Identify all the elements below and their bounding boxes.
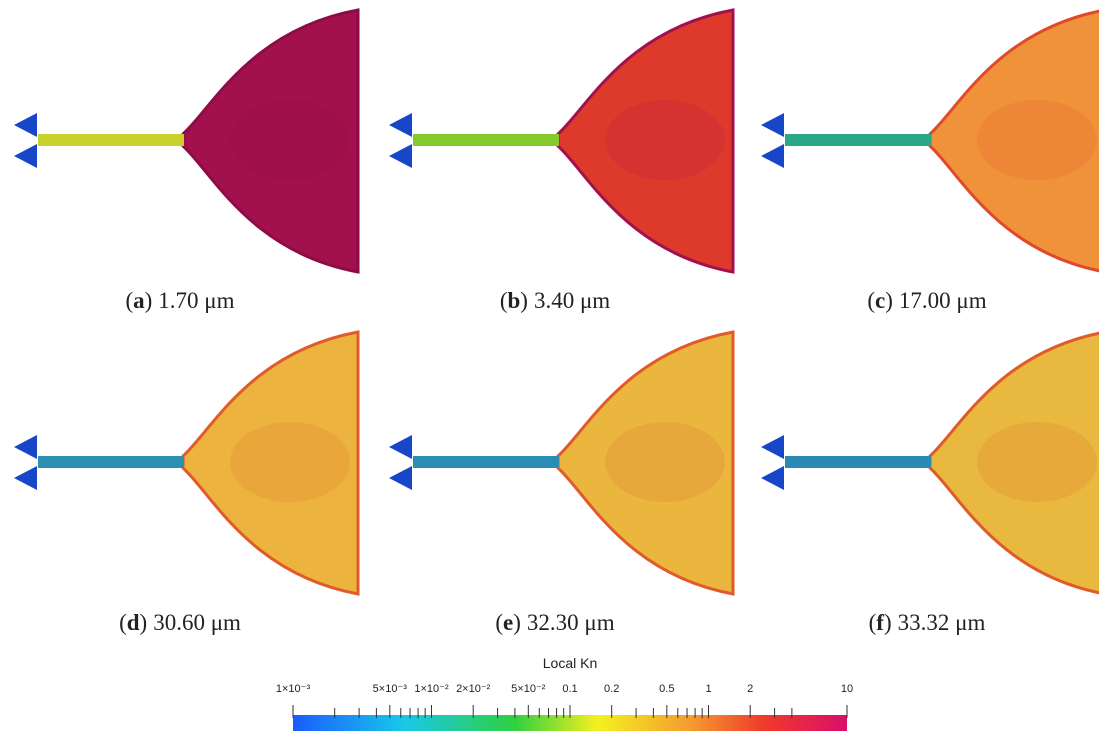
caption-part: 3.40 μm <box>534 288 610 313</box>
caption-part: d <box>127 610 140 635</box>
channel <box>38 456 184 468</box>
panel: (b)3.40 μm <box>389 10 733 313</box>
caption-part: ) <box>513 610 521 635</box>
caption-part: ( <box>867 288 875 313</box>
caption-part: ) <box>885 288 893 313</box>
inlet-top <box>389 113 412 137</box>
colorbar-tick-label: 5×10⁻³ <box>373 683 408 695</box>
inlet-top <box>389 435 412 459</box>
colorbar-tick-label: 5×10⁻² <box>511 683 546 695</box>
channel <box>413 134 559 146</box>
plume-core <box>977 422 1097 502</box>
caption-part: e <box>503 610 513 635</box>
caption-part: ( <box>119 610 127 635</box>
caption: (b)3.40 μm <box>500 288 610 313</box>
inlet-bottom <box>389 144 412 168</box>
inlet-bottom <box>761 466 784 490</box>
caption-part: 30.60 μm <box>153 610 241 635</box>
caption-part: 33.32 μm <box>898 610 986 635</box>
caption-part: a <box>133 288 145 313</box>
inlet-top <box>761 435 784 459</box>
colorbar-tick-label: 1 <box>705 683 711 695</box>
caption: (e)32.30 μm <box>495 610 614 635</box>
caption-part: ) <box>520 288 528 313</box>
panel: (e)32.30 μm <box>389 332 733 635</box>
channel <box>785 134 931 146</box>
plume-core <box>230 422 350 502</box>
caption: (a)1.70 μm <box>125 288 234 313</box>
panel: (f)33.32 μm <box>761 332 1099 635</box>
inlet-bottom <box>389 466 412 490</box>
plume-core <box>605 100 725 180</box>
channel <box>785 456 931 468</box>
caption-part: c <box>875 288 885 313</box>
inlet-top <box>14 113 37 137</box>
caption: (f)33.32 μm <box>869 610 986 635</box>
inlet-top <box>14 435 37 459</box>
caption-part: ( <box>125 288 133 313</box>
channel <box>413 456 559 468</box>
plume-core <box>230 100 350 180</box>
colorbar-tick-label: 2 <box>747 683 753 695</box>
inlet-bottom <box>14 144 37 168</box>
colorbar-tick-label: 1×10⁻² <box>414 683 449 695</box>
plume-core <box>977 100 1097 180</box>
caption-part: ( <box>869 610 877 635</box>
caption-part: 32.30 μm <box>527 610 615 635</box>
colorbar-tick-label: 2×10⁻² <box>456 683 491 695</box>
colorbar-title: Local Kn <box>543 655 597 671</box>
caption-part: ) <box>140 610 148 635</box>
caption-part: ( <box>500 288 508 313</box>
channel <box>38 134 184 146</box>
caption-part: ) <box>884 610 892 635</box>
caption-part: ) <box>145 288 153 313</box>
inlet-bottom <box>14 466 37 490</box>
colorbar-tick-label: 0.2 <box>604 683 619 695</box>
caption: (d)30.60 μm <box>119 610 241 635</box>
panel: (c)17.00 μm <box>761 10 1099 313</box>
inlet-bottom <box>761 144 784 168</box>
colorbar-tick-label: 1×10⁻³ <box>276 683 311 695</box>
caption-part: b <box>507 288 520 313</box>
panel: (d)30.60 μm <box>14 332 358 635</box>
caption: (c)17.00 μm <box>867 288 986 313</box>
colorbar-tick-label: 0.5 <box>659 683 674 695</box>
colorbar-tick-label: 0.1 <box>562 683 577 695</box>
caption-part: 1.70 μm <box>158 288 234 313</box>
caption-part: 17.00 μm <box>899 288 987 313</box>
caption-part: ( <box>495 610 503 635</box>
plume-core <box>605 422 725 502</box>
colorbar-tick-label: 10 <box>841 683 853 695</box>
panel: (a)1.70 μm <box>14 10 358 313</box>
inlet-top <box>761 113 784 137</box>
figure: Local Kn (a)1.70 μm(b)3.40 μm(c)17.00 μm… <box>0 0 1099 731</box>
